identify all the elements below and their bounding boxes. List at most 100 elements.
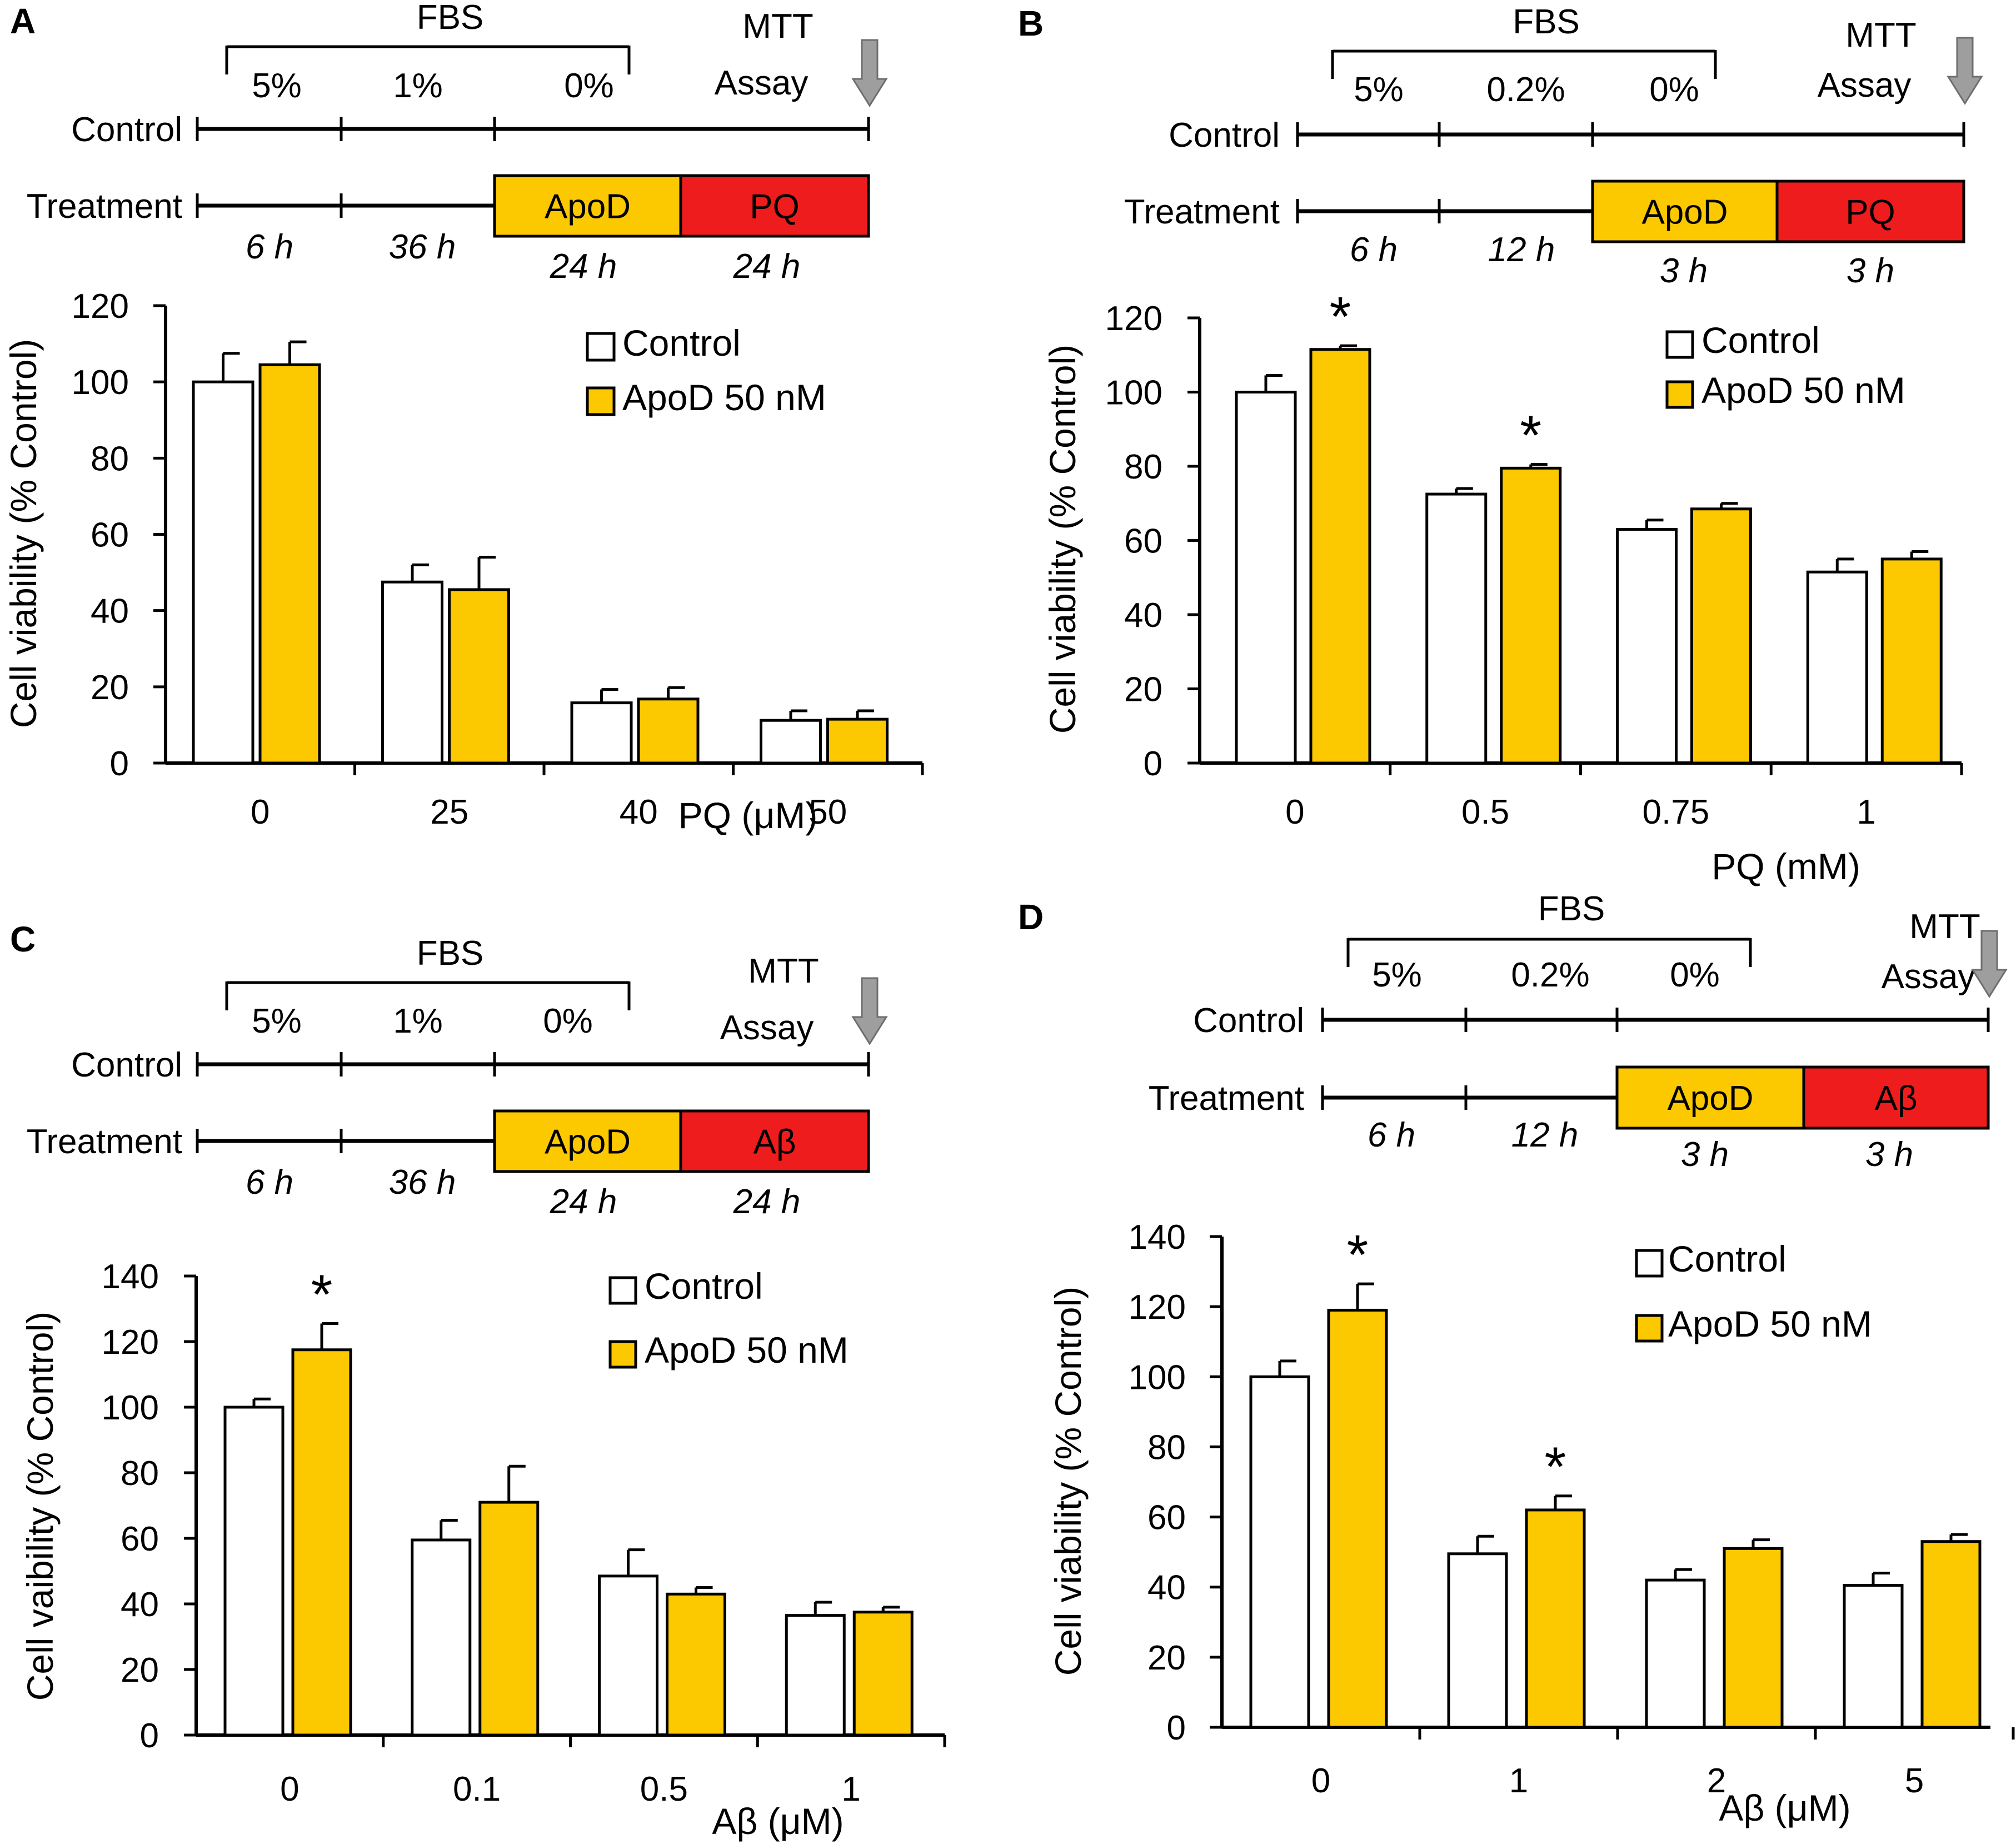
stressor-box-label: Aβ: [753, 1123, 796, 1162]
stressor-duration-label: 3 h: [1847, 252, 1894, 290]
y-tick-label: 40: [121, 1586, 159, 1624]
apod-bar: [1327, 1308, 1388, 1729]
stressor-box-label: PQ: [750, 188, 800, 226]
y-tick-label: 0: [110, 745, 129, 783]
legend-label: ApoD 50 nM: [622, 377, 826, 418]
legend-swatch: [608, 1276, 637, 1305]
y-tick-label: 120: [102, 1323, 159, 1362]
panel-c: C FBS 5% 1% 0% MTT Assay Control Treatment ApoD Aβ…: [10, 919, 946, 1842]
control-row-label: Control: [71, 111, 182, 149]
y-tick-label: 120: [1105, 300, 1162, 338]
legend-label: ApoD 50 nM: [645, 1329, 849, 1370]
panel-b: B FBS 5% 0.2% 0% MTT Assay Control Treatment ApoD…: [1018, 3, 1983, 887]
control-row-label: Control: [1193, 1001, 1304, 1040]
y-tick-label: 0: [140, 1717, 159, 1755]
control-bar: [570, 701, 633, 765]
x-axis-label: Aβ (μM): [1719, 1787, 1850, 1828]
duration-label: 6 h: [246, 228, 293, 266]
assay-label: Assay: [715, 64, 809, 102]
apod-duration-label: 3 h: [1660, 252, 1708, 290]
y-tick-label: 60: [1147, 1499, 1186, 1537]
apod-bar: [291, 1348, 352, 1737]
timeline-schematic: FBS 5% 0.2% 0% MTT Assay Control Treatment ApoD P…: [1124, 3, 1983, 290]
duration-label: 12 h: [1488, 231, 1555, 269]
x-tick-label: 0: [1311, 1762, 1330, 1800]
y-tick-label: 20: [1124, 671, 1162, 709]
y-tick-label: 100: [72, 363, 129, 402]
y-axis-label: Cell viability (% Control): [1047, 1287, 1089, 1676]
apod-duration-label: 24 h: [550, 247, 617, 286]
fbs-label: FBS: [1513, 3, 1580, 41]
fbs-percent-label: 5%: [252, 1002, 302, 1040]
legend-label: ApoD 50 nM: [1668, 1303, 1872, 1344]
fbs-percent-label: 0%: [564, 67, 614, 105]
y-tick-label: 60: [1124, 522, 1162, 561]
stressor-treatment-box: [679, 174, 870, 238]
fbs-label: FBS: [417, 934, 484, 973]
panel-a: A FBS 5% 1% 0% MTT Assay Control Treatment ApoD PQ…: [3, 0, 924, 836]
control-bar: [1447, 1552, 1508, 1729]
treatment-row-label: Treatment: [27, 1123, 182, 1161]
duration-label: 6 h: [246, 1163, 293, 1202]
x-tick-label: 5: [1905, 1762, 1924, 1800]
bar-chart: 0 20 40 60 80 100 120 140 Cell vaibility (% Cont…: [19, 1258, 946, 1842]
y-tick-label: 100: [102, 1389, 159, 1427]
control-bar: [1249, 1375, 1310, 1729]
fbs-percent-label: 1%: [393, 67, 443, 105]
apod-bar: [478, 1501, 540, 1737]
control-row-label: Control: [71, 1046, 182, 1084]
down-arrow-icon: [1947, 37, 1983, 105]
significance-star: *: [311, 1264, 333, 1326]
mtt-label: MTT: [1845, 16, 1916, 54]
panel-letter: D: [1018, 897, 1044, 937]
x-axis-label: PQ (μM): [678, 795, 818, 836]
control-bar: [1235, 391, 1297, 765]
apod-box-label: ApoD: [545, 1123, 631, 1162]
x-tick-label: 0: [1285, 793, 1304, 831]
stressor-box-label: Aβ: [1874, 1079, 1917, 1118]
apod-box-label: ApoD: [545, 188, 631, 226]
y-tick-label: 0: [1144, 745, 1162, 783]
assay-label: Assay: [1882, 958, 1975, 996]
fbs-percent-label: 0%: [1670, 956, 1720, 994]
y-tick-label: 20: [121, 1651, 159, 1689]
duration-label: 12 h: [1511, 1116, 1579, 1154]
x-tick-label: 0.5: [640, 1770, 688, 1808]
fbs-percent-label: 0.2%: [1486, 71, 1565, 109]
apod-treatment-box: [493, 174, 682, 238]
significance-star: *: [1520, 405, 1541, 467]
fbs-label: FBS: [417, 0, 484, 37]
apod-bar: [1525, 1508, 1586, 1729]
x-tick-label: 1: [841, 1770, 860, 1808]
y-tick-label: 80: [121, 1454, 159, 1493]
legend-swatch: [1665, 330, 1694, 359]
apod-box-label: ApoD: [1641, 193, 1728, 232]
x-tick-label: 25: [430, 793, 468, 831]
y-tick-label: 60: [121, 1520, 159, 1558]
y-tick-label: 20: [91, 669, 129, 707]
x-tick-label: 1: [1857, 793, 1875, 831]
apod-bar: [1880, 557, 1943, 765]
y-tick-label: 40: [1147, 1569, 1186, 1607]
legend-label: Control: [1668, 1238, 1787, 1279]
control-bar: [381, 580, 443, 765]
fbs-percent-label: 1%: [393, 1002, 443, 1040]
assay-label: Assay: [720, 1009, 814, 1047]
control-bar: [411, 1538, 472, 1737]
y-tick-label: 80: [1124, 448, 1162, 486]
x-tick-label: 0: [280, 1770, 299, 1808]
x-tick-label: 1: [1509, 1762, 1528, 1800]
apod-bar: [826, 717, 889, 765]
stressor-treatment-box: [679, 1109, 870, 1173]
treatment-row-label: Treatment: [27, 187, 182, 226]
bar-chart: 0 20 40 60 80 100 120 Cell viability (% Control…: [1042, 286, 1963, 887]
apod-bar: [1690, 507, 1752, 765]
x-tick-label: 50: [809, 793, 847, 831]
control-bar: [598, 1574, 658, 1737]
panel-letter: B: [1018, 3, 1044, 43]
y-tick-label: 20: [1147, 1639, 1186, 1677]
legend-swatch: [1635, 1314, 1664, 1343]
y-tick-label: 40: [1124, 596, 1162, 635]
timeline-schematic: FBS 5% 0.2% 0% MTT Assay Control Treatment ApoD A…: [1149, 890, 2008, 1174]
